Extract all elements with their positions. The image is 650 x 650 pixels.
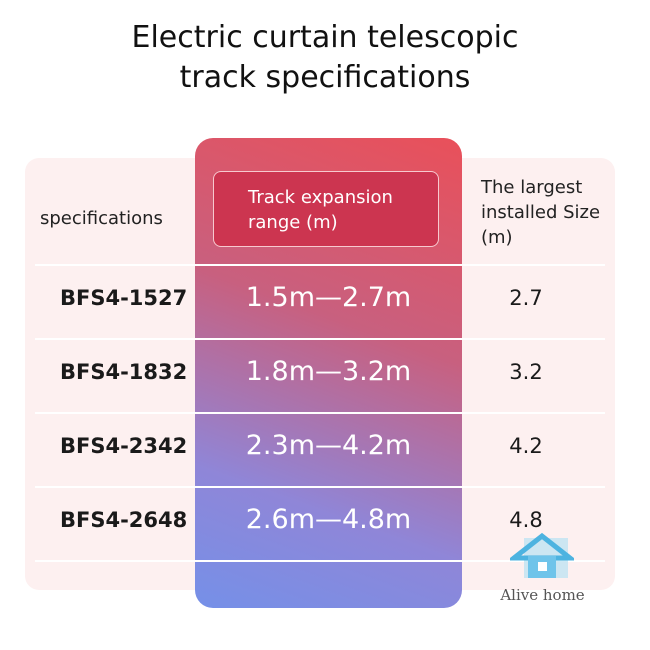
header-box: Track expansion range (m) (213, 171, 439, 247)
table-cell: 3.2 (509, 360, 543, 384)
table-cell: 2.7 (509, 286, 543, 310)
row-separator (35, 560, 605, 562)
row-separator (35, 412, 605, 414)
table-cell: 2.3m—4.2m (245, 430, 412, 461)
header-cell: specifications (40, 208, 163, 229)
table-cell: BFS4-1527 (60, 286, 188, 310)
table-cell: 4.8 (509, 508, 543, 532)
title-line: Electric curtain telescopic (131, 20, 519, 55)
header-cell: Track expansion range (m) (248, 187, 393, 233)
watermark-text: Alive home (500, 586, 585, 604)
row-separator (35, 338, 605, 340)
header-cell: The largest installed Size (m) (481, 177, 601, 248)
table-cell: 1.5m—2.7m (245, 282, 412, 313)
table-cell: BFS4-2342 (60, 434, 188, 458)
table-cell: BFS4-2648 (60, 508, 188, 532)
table-cell: 1.8m—3.2m (245, 356, 412, 387)
table-cell: 2.6m—4.8m (245, 504, 412, 535)
row-separator (35, 264, 605, 266)
table-cell: BFS4-1832 (60, 360, 188, 384)
row-separator (35, 486, 605, 488)
table-cell: 4.2 (509, 434, 543, 458)
watermark-icon (510, 532, 574, 578)
title: Electric curtain telescopic track specif… (0, 18, 650, 98)
title-line: track specifications (179, 60, 471, 95)
